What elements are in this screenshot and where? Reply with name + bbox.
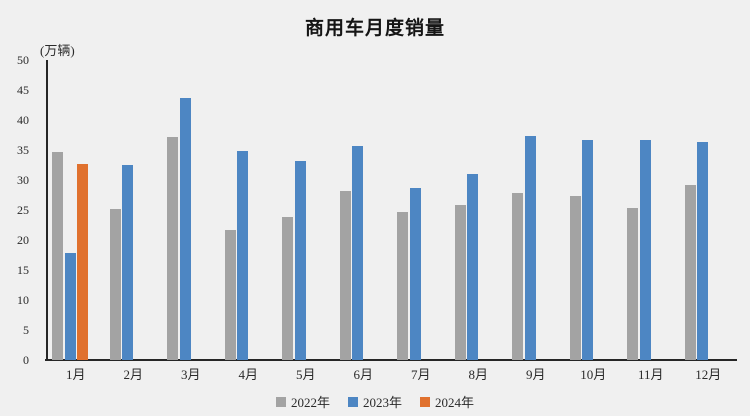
- x-label-m8: 8月: [468, 367, 488, 382]
- bar-group-m2: [105, 60, 163, 360]
- bar-2024-m1: [77, 164, 88, 360]
- y-tick-0: 0: [23, 353, 29, 367]
- x-label-m2: 2月: [123, 367, 143, 382]
- bar-2023-m1: [64, 252, 76, 360]
- legend: 2022年 2023年 2024年: [0, 392, 750, 411]
- bar-2022-m4: [224, 230, 236, 360]
- y-tick-10: 10: [17, 293, 29, 307]
- bar-group-m11: [622, 60, 680, 360]
- legend-swatch-icon: [420, 396, 430, 407]
- y-tick-30: 30: [17, 173, 29, 187]
- bar-group-m5: [277, 60, 335, 360]
- bar-2022-m12: [684, 185, 696, 360]
- bar-2022-m7: [397, 212, 408, 360]
- legend-item-2023: 2023年: [347, 392, 402, 411]
- bar-2023-m6: [352, 146, 363, 360]
- x-label-m12: 12月: [695, 367, 722, 382]
- plot-area: [47, 60, 737, 360]
- legend-item-2024: 2024年: [420, 392, 474, 411]
- bar-2023-m11: [639, 139, 651, 360]
- bar-2022-m9: [512, 192, 523, 360]
- bar-2022-m1: [52, 152, 63, 360]
- legend-swatch-icon: [275, 396, 286, 407]
- y-tick-20: 20: [17, 233, 29, 247]
- bar-2023-m9: [524, 136, 536, 360]
- x-label-m3: 3月: [180, 367, 201, 382]
- y-tick-25: 25: [17, 203, 29, 217]
- bar-group-m1: [47, 60, 105, 360]
- y-axis-unit-label: (万辆): [40, 43, 75, 58]
- x-axis-line: [45, 359, 737, 361]
- bar-group-m9: [507, 60, 565, 360]
- x-label-m7: 7月: [410, 367, 431, 382]
- bar-group-m12: [680, 60, 738, 360]
- bar-2022-m10: [569, 195, 581, 360]
- legend-label: 2022年: [290, 395, 330, 410]
- bar-group-m6: [335, 60, 393, 360]
- bar-group-m3: [162, 60, 220, 360]
- bar-2023-m7: [409, 187, 421, 360]
- bar-group-m4: [220, 60, 278, 360]
- y-tick-40: 40: [17, 113, 29, 127]
- y-tick-35: 35: [17, 143, 29, 157]
- bar-2023-m2: [122, 165, 133, 360]
- x-label-m4: 4月: [238, 367, 258, 382]
- y-axis-line: [46, 60, 48, 361]
- x-label-m11: 11月: [637, 367, 664, 382]
- x-label-m10: 10月: [580, 367, 607, 382]
- x-label-m5: 5月: [295, 367, 316, 382]
- bar-group-m7: [392, 60, 450, 360]
- legend-swatch-icon: [347, 396, 358, 407]
- legend-item-2022: 2022年: [275, 392, 330, 411]
- bar-2023-m12: [697, 141, 708, 360]
- y-tick-50: 50: [17, 53, 29, 67]
- y-tick-5: 5: [23, 323, 29, 337]
- y-tick-15: 15: [17, 263, 29, 277]
- bar-2022-m2: [109, 209, 121, 360]
- legend-label: 2023年: [362, 395, 402, 410]
- y-tick-45: 45: [17, 83, 29, 97]
- x-axis-labels: 1月 2月 3月 4月 5月 6月 7月 8月 9月 10月 11月 12月: [47, 366, 737, 384]
- bar-2023-m3: [179, 97, 191, 360]
- bar-2023-m8: [467, 174, 478, 360]
- bar-2022-m11: [627, 208, 638, 360]
- legend-label: 2024年: [435, 395, 475, 410]
- bar-2022-m8: [454, 205, 466, 360]
- bar-2022-m3: [167, 136, 178, 360]
- x-label-m6: 6月: [353, 367, 373, 382]
- x-label-m9: 9月: [525, 367, 546, 382]
- bar-2022-m5: [282, 216, 293, 360]
- bar-group-m10: [565, 60, 623, 360]
- bar-2023-m4: [237, 150, 248, 360]
- bar-2022-m6: [339, 191, 351, 360]
- bar-2023-m5: [294, 161, 306, 360]
- x-label-m1: 1月: [65, 367, 86, 382]
- bar-2023-m10: [582, 140, 593, 360]
- bar-group-m8: [450, 60, 508, 360]
- chart-title: 商用车月度销量: [304, 18, 445, 39]
